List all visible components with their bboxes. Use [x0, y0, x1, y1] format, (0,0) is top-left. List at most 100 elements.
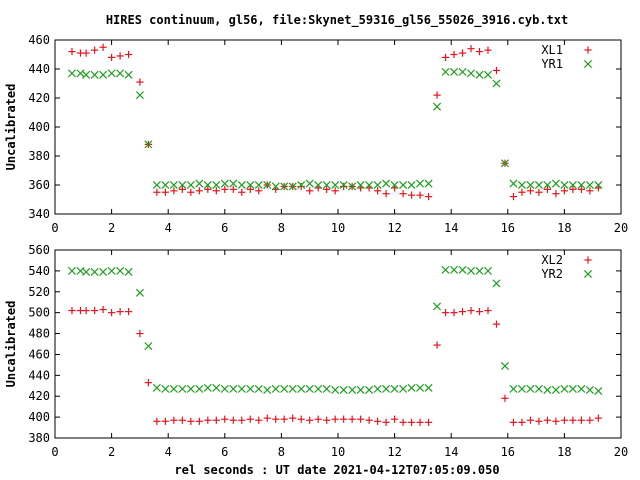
data-point [68, 48, 76, 56]
data-point [305, 384, 314, 393]
data-point [306, 416, 314, 424]
data-point [82, 70, 91, 79]
data-point [500, 361, 509, 370]
x-tick-label: 12 [387, 445, 401, 459]
data-point [577, 180, 586, 190]
data-point [483, 266, 493, 275]
data-point [416, 418, 424, 426]
data-point [203, 383, 212, 392]
data-point [135, 91, 144, 100]
data-point [297, 182, 305, 191]
data-point [221, 415, 229, 423]
data-point [153, 417, 161, 425]
data-point [382, 190, 390, 198]
data-point [518, 188, 526, 196]
data-point [178, 416, 186, 424]
data-point [170, 187, 178, 195]
x-tick-label: 2 [108, 221, 115, 235]
data-point [543, 416, 552, 424]
data-point [348, 182, 357, 191]
data-point [501, 394, 509, 402]
data-point [356, 180, 365, 190]
data-point [187, 188, 195, 196]
series-XL2 [68, 305, 602, 426]
data-point [517, 384, 526, 393]
data-point [568, 180, 577, 190]
data-point [433, 102, 442, 111]
data-point [289, 414, 297, 422]
data-point [458, 67, 467, 76]
data-point [433, 341, 441, 349]
data-point [331, 385, 340, 394]
data-point [161, 188, 169, 196]
x-tick-label: 20 [614, 221, 628, 235]
data-point [560, 180, 569, 190]
x-tick-label: 0 [51, 221, 58, 235]
data-point [585, 385, 594, 394]
data-point [509, 193, 518, 201]
y-tick-label: 500 [28, 306, 50, 320]
x-tick-label: 14 [444, 445, 458, 459]
data-point [543, 185, 552, 193]
data-point [390, 384, 399, 393]
data-point [374, 187, 382, 195]
data-point [399, 180, 408, 190]
data-point [67, 266, 77, 275]
data-point [382, 418, 390, 426]
data-point [229, 179, 238, 188]
data-point [594, 386, 603, 396]
data-point [331, 415, 339, 423]
data-point [107, 266, 116, 275]
data-point [373, 180, 382, 190]
data-point [135, 288, 144, 297]
data-point [331, 187, 339, 195]
y-tick-label: 420 [28, 389, 50, 403]
x-tick-label: 0 [51, 445, 58, 459]
data-point [237, 384, 246, 393]
data-point [424, 418, 433, 426]
data-point [82, 306, 90, 315]
x-tick-label: 8 [278, 221, 285, 235]
y-tick-label: 400 [28, 120, 50, 134]
data-point [314, 384, 323, 393]
data-point [577, 185, 585, 193]
y-tick-label: 400 [28, 410, 50, 424]
bottom-panel: 0 2 4 6 8 10 12 14 16 18 20 380 400 420 440 460 480 500 52… [4, 243, 628, 459]
data-point [492, 79, 501, 88]
data-point [543, 180, 552, 190]
data-point [229, 384, 238, 393]
data-point [399, 384, 408, 393]
data-point [551, 179, 560, 188]
data-point [124, 267, 133, 276]
y-tick-label: 380 [28, 149, 50, 163]
data-point [483, 70, 493, 79]
data-point [475, 48, 484, 56]
data-point [509, 418, 518, 426]
data-point [195, 187, 203, 195]
data-point [441, 309, 450, 317]
data-point [195, 384, 204, 393]
data-point [246, 384, 255, 393]
data-point [586, 416, 594, 424]
data-point [340, 415, 348, 423]
data-point [535, 417, 543, 425]
data-point [246, 415, 254, 423]
data-point [424, 193, 433, 201]
data-point [382, 179, 391, 188]
data-point [238, 416, 246, 424]
data-point [594, 414, 602, 422]
data-point [306, 187, 314, 195]
data-point [356, 385, 365, 394]
x-tick-label: 10 [331, 221, 345, 235]
data-point [212, 416, 220, 424]
data-point [526, 416, 535, 424]
data-point [551, 385, 560, 394]
data-point [124, 70, 133, 79]
x-tick-label: 4 [165, 445, 172, 459]
top-panel: 0 2 4 6 8 10 12 14 16 18 20 340 360 380 400 420 440 460 Un… [4, 33, 628, 235]
data-point [407, 191, 416, 199]
data-point [339, 385, 348, 394]
data-point [357, 415, 365, 423]
data-point [518, 418, 526, 426]
